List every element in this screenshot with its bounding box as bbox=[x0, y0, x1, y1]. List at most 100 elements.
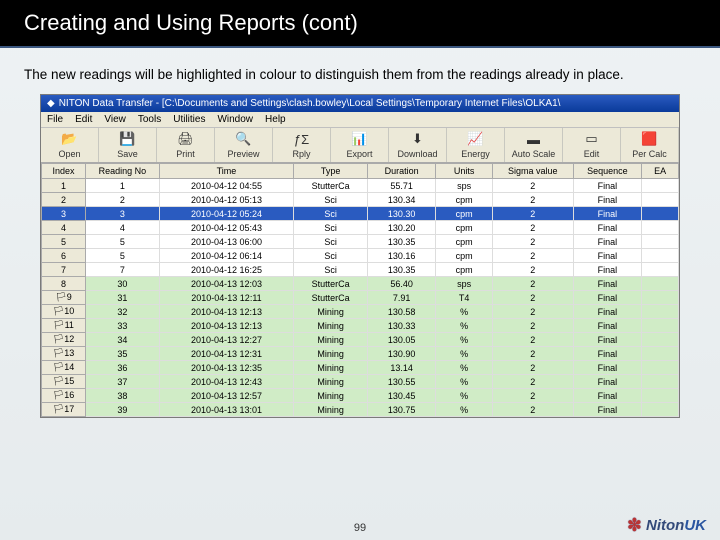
column-header[interactable]: EA bbox=[642, 164, 679, 179]
table-row[interactable]: 🏳12342010-04-13 12:27Mining130.05%2Final bbox=[42, 333, 679, 347]
cell: % bbox=[436, 375, 492, 389]
table-row[interactable]: 552010-04-13 06:00Sci130.35cpm2Final bbox=[42, 235, 679, 249]
menu-item-utilities[interactable]: Utilities bbox=[173, 114, 205, 125]
cell: Final bbox=[573, 193, 642, 207]
cell: Final bbox=[573, 207, 642, 221]
cell: 2010-04-12 06:14 bbox=[159, 249, 294, 263]
cell: Mining bbox=[294, 319, 368, 333]
toolbar-preview-button[interactable]: 🔍Preview bbox=[215, 128, 273, 162]
menu-item-window[interactable]: Window bbox=[217, 114, 253, 125]
cell: 2010-04-13 12:27 bbox=[159, 333, 294, 347]
cell: 2010-04-12 05:13 bbox=[159, 193, 294, 207]
row-index-cell: 🏳10 bbox=[42, 305, 86, 319]
table-body: 112010-04-12 04:55StutterCa55.71sps2Fina… bbox=[42, 179, 679, 417]
column-header[interactable]: Time bbox=[159, 164, 294, 179]
table-row[interactable]: 🏳10322010-04-13 12:13Mining130.58%2Final bbox=[42, 305, 679, 319]
toolbar-label: Rply bbox=[292, 149, 310, 159]
toolbar-download-button[interactable]: ⬇Download bbox=[389, 128, 447, 162]
column-header[interactable]: Reading No bbox=[86, 164, 160, 179]
column-header[interactable]: Sequence bbox=[573, 164, 642, 179]
row-index-cell: 3 bbox=[42, 207, 86, 221]
cell: 2 bbox=[492, 193, 573, 207]
cell: 38 bbox=[86, 389, 160, 403]
cell: 39 bbox=[86, 403, 160, 417]
cell bbox=[642, 207, 679, 221]
toolbar-save-button[interactable]: 💾Save bbox=[99, 128, 157, 162]
toolbar-label: Save bbox=[117, 149, 138, 159]
toolbar-per-calc-button[interactable]: 🟥Per Calc bbox=[621, 128, 679, 162]
column-header[interactable]: Units bbox=[436, 164, 492, 179]
cell: Final bbox=[573, 221, 642, 235]
cell: 2010-04-12 16:25 bbox=[159, 263, 294, 277]
cell: Final bbox=[573, 403, 642, 417]
cell: Final bbox=[573, 291, 642, 305]
toolbar-rply-button[interactable]: ƒΣ Rply bbox=[273, 128, 331, 162]
toolbar-open-button[interactable]: 📂Open bbox=[41, 128, 99, 162]
table-row[interactable]: 112010-04-12 04:55StutterCa55.71sps2Fina… bbox=[42, 179, 679, 193]
cell: cpm bbox=[436, 221, 492, 235]
table-row[interactable]: 🏳15372010-04-13 12:43Mining130.55%2Final bbox=[42, 375, 679, 389]
toolbar: 📂Open💾Save🖨Print🔍Preview ƒΣ Rply 📊Export⬇Do… bbox=[41, 128, 679, 163]
menu-item-edit[interactable]: Edit bbox=[75, 114, 92, 125]
cell: % bbox=[436, 333, 492, 347]
table-row[interactable]: 332010-04-12 05:24Sci130.30cpm2Final bbox=[42, 207, 679, 221]
cell: T4 bbox=[436, 291, 492, 305]
cell: 13.14 bbox=[367, 361, 436, 375]
table-row[interactable]: 652010-04-12 06:14Sci130.16cpm2Final bbox=[42, 249, 679, 263]
cell: 2010-04-12 05:24 bbox=[159, 207, 294, 221]
rply-icon: ƒΣ bbox=[293, 131, 311, 147]
cell: % bbox=[436, 389, 492, 403]
cell bbox=[642, 305, 679, 319]
energy-icon: 📈 bbox=[467, 131, 485, 147]
cell: sps bbox=[436, 179, 492, 193]
menu-item-view[interactable]: View bbox=[104, 114, 126, 125]
toolbar-energy-button[interactable]: 📈Energy bbox=[447, 128, 505, 162]
column-header[interactable]: Sigma value bbox=[492, 164, 573, 179]
download-icon: ⬇ bbox=[409, 131, 427, 147]
table-row[interactable]: 🏳11332010-04-13 12:13Mining130.33%2Final bbox=[42, 319, 679, 333]
cell: 1 bbox=[86, 179, 160, 193]
cell: 2010-04-13 12:11 bbox=[159, 291, 294, 305]
menu-item-file[interactable]: File bbox=[47, 114, 63, 125]
cell: 2 bbox=[492, 221, 573, 235]
cell: 130.35 bbox=[367, 263, 436, 277]
row-index-cell: 4 bbox=[42, 221, 86, 235]
column-header[interactable]: Index bbox=[42, 164, 86, 179]
cell: Final bbox=[573, 179, 642, 193]
cell: Sci bbox=[294, 263, 368, 277]
row-index-cell: 🏳16 bbox=[42, 389, 86, 403]
cell bbox=[642, 263, 679, 277]
menu-item-tools[interactable]: Tools bbox=[138, 114, 161, 125]
cell: 130.16 bbox=[367, 249, 436, 263]
column-header[interactable]: Duration bbox=[367, 164, 436, 179]
column-header[interactable]: Type bbox=[294, 164, 368, 179]
toolbar-edit-button[interactable]: ▭Edit bbox=[563, 128, 621, 162]
open-icon: 📂 bbox=[61, 131, 79, 147]
table-row[interactable]: 🏳9312010-04-13 12:11StutterCa7.91T42Fina… bbox=[42, 291, 679, 305]
table-row[interactable]: 222010-04-12 05:13Sci130.34cpm2Final bbox=[42, 193, 679, 207]
cell: Mining bbox=[294, 361, 368, 375]
cell: 130.05 bbox=[367, 333, 436, 347]
cell: 130.20 bbox=[367, 221, 436, 235]
table-row[interactable]: 772010-04-12 16:25Sci130.35cpm2Final bbox=[42, 263, 679, 277]
toolbar-export-button[interactable]: 📊Export bbox=[331, 128, 389, 162]
menu-item-help[interactable]: Help bbox=[265, 114, 286, 125]
table-row[interactable]: 🏳16382010-04-13 12:57Mining130.45%2Final bbox=[42, 389, 679, 403]
cell: Final bbox=[573, 361, 642, 375]
cell: Mining bbox=[294, 347, 368, 361]
table-row[interactable]: 🏳14362010-04-13 12:35Mining13.14%2Final bbox=[42, 361, 679, 375]
table-row[interactable]: 🏳13352010-04-13 12:31Mining130.90%2Final bbox=[42, 347, 679, 361]
cell: 5 bbox=[86, 249, 160, 263]
cell bbox=[642, 403, 679, 417]
table-row[interactable]: 🏳17392010-04-13 13:01Mining130.75%2Final bbox=[42, 403, 679, 417]
window-title-text: NITON Data Transfer - [C:\Documents and … bbox=[59, 98, 561, 109]
cell: 130.90 bbox=[367, 347, 436, 361]
table-row[interactable]: 442010-04-12 05:43Sci130.20cpm2Final bbox=[42, 221, 679, 235]
cell bbox=[642, 277, 679, 291]
table-row[interactable]: 8302010-04-13 12:03StutterCa56.40sps2Fin… bbox=[42, 277, 679, 291]
cell bbox=[642, 375, 679, 389]
toolbar-auto-scale-button[interactable]: ▬Auto Scale bbox=[505, 128, 563, 162]
cell: 33 bbox=[86, 319, 160, 333]
toolbar-print-button[interactable]: 🖨Print bbox=[157, 128, 215, 162]
cell: 2 bbox=[492, 235, 573, 249]
